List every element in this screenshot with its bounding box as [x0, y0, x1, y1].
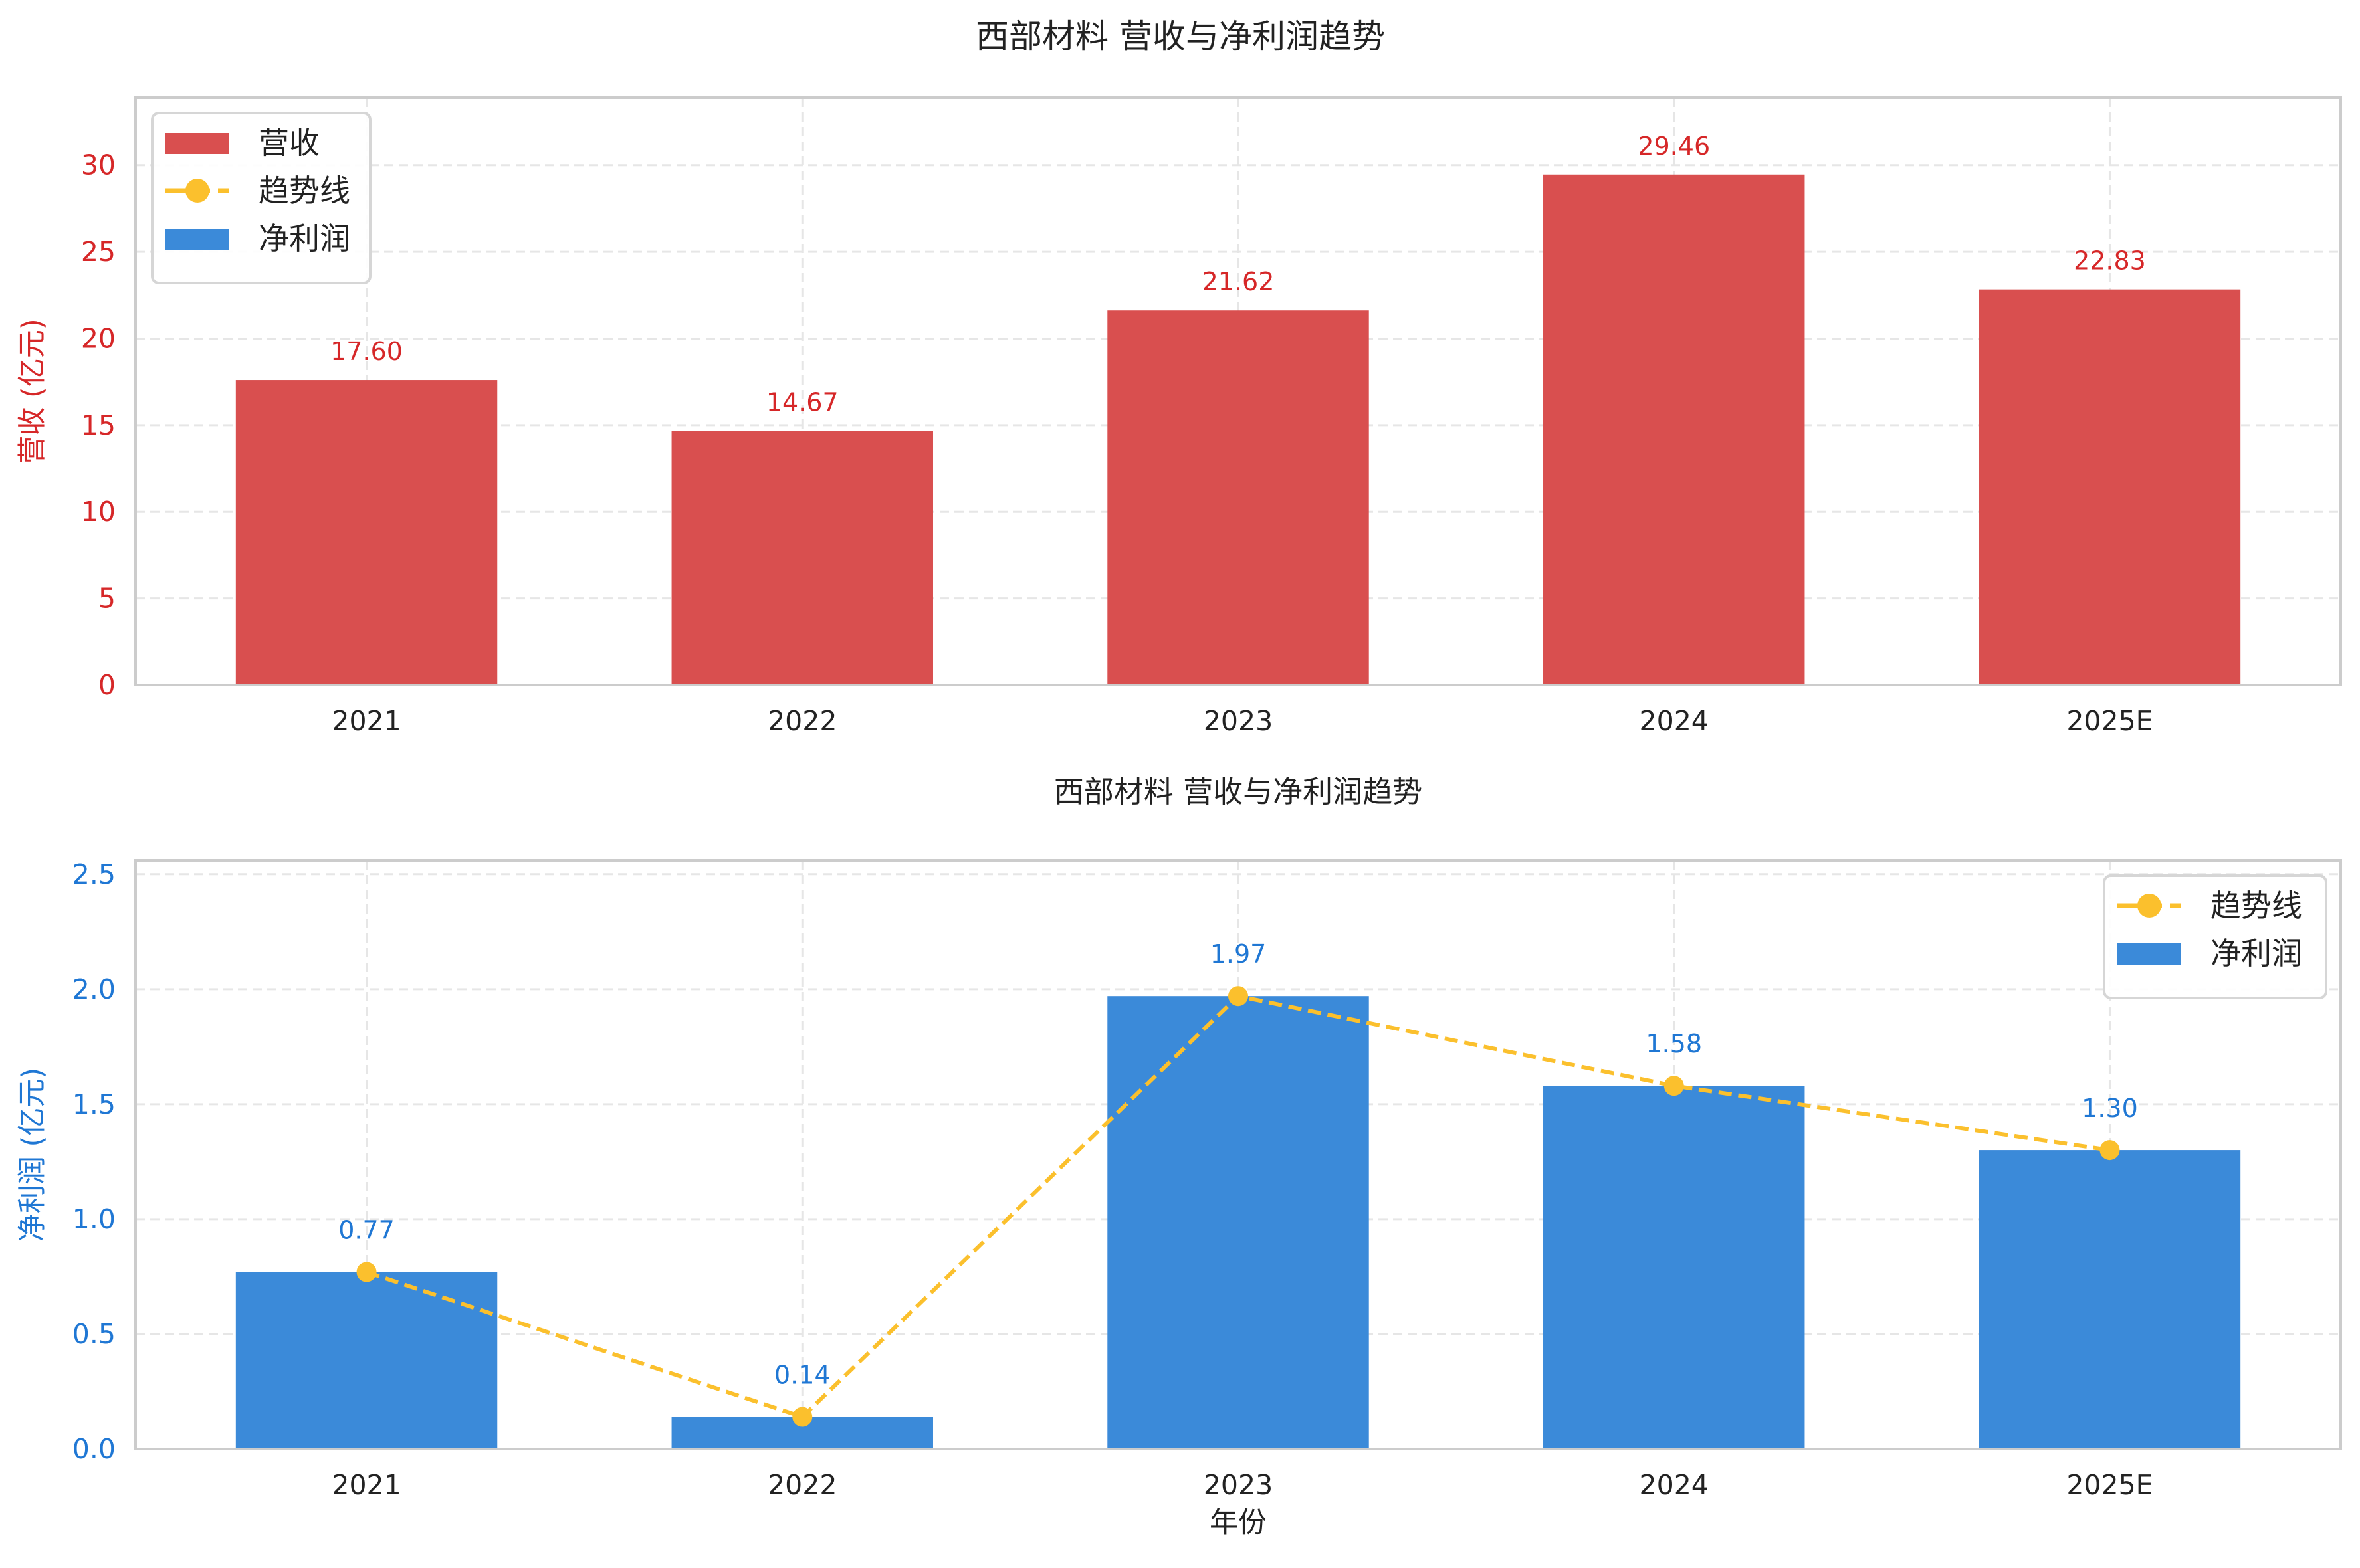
subplot-title: 西部材料 营收与净利润趋势 [1054, 774, 1422, 809]
legend-label: 净利润 [2210, 935, 2302, 971]
x-tick-label: 2023 [1204, 1469, 1273, 1501]
x-tick-label: 2024 [1640, 1469, 1709, 1501]
legend-swatch-marker [185, 179, 209, 203]
legend-label: 趋势线 [259, 173, 350, 209]
trend-point-2021 [356, 1262, 377, 1282]
bar-2024 [1543, 174, 1805, 685]
data-label: 22.83 [2074, 246, 2146, 276]
data-label: 14.67 [766, 387, 839, 417]
x-tick-label: 2023 [1204, 705, 1273, 737]
trend-point-2022 [792, 1407, 813, 1427]
bar-2024 [1543, 1086, 1805, 1449]
y-tick-label: 25 [81, 236, 116, 268]
trend-point-2025E [2099, 1140, 2120, 1161]
y-tick-label: 2.0 [72, 973, 116, 1005]
y-axis-label: 净利润 (亿元) [16, 1068, 49, 1242]
bar-2021 [235, 1272, 498, 1449]
legend-label: 营收 [259, 125, 320, 161]
bar-2025E [1979, 1150, 2241, 1449]
y-tick-label: 2.5 [72, 858, 116, 890]
data-label: 17.60 [330, 337, 403, 366]
x-tick-label: 2025E [2066, 1469, 2153, 1501]
bar-2023 [1107, 996, 1369, 1449]
y-tick-label: 5 [98, 583, 116, 615]
bar-2023 [1107, 310, 1369, 686]
y-tick-label: 0.5 [72, 1318, 116, 1350]
data-label: 0.77 [338, 1216, 395, 1245]
data-label: 21.62 [1202, 267, 1275, 296]
y-tick-label: 1.5 [72, 1088, 116, 1120]
revenue-chart: 17.60 14.67 21.62 29.46 22.83 0 5 10 15 20 25 30 202… [16, 96, 2342, 737]
bar-2022 [671, 431, 933, 685]
legend-label: 净利润 [259, 221, 350, 256]
bar-2021 [235, 380, 498, 685]
axes-frame [134, 96, 2342, 686]
y-tick-label: 15 [81, 409, 116, 441]
data-label: 1.58 [1646, 1029, 1702, 1058]
trend-point-2024 [1663, 1076, 1684, 1096]
axes-frame [134, 859, 2342, 1450]
figure-title: 西部材料 营收与净利润趋势 [976, 17, 1385, 56]
y-axis-label: 营收 (亿元) [16, 318, 49, 464]
y-tick-label: 20 [81, 322, 116, 354]
data-label: 29.46 [1638, 132, 1710, 161]
trend-point-2023 [1228, 986, 1248, 1007]
legend-label: 趋势线 [2210, 888, 2302, 924]
x-tick-label: 2022 [768, 1469, 837, 1501]
net-profit-chart: 0.77 0.14 1.97 1.58 1.30 0.0 0.5 1.0 1.5 2.0 2.5 20… [16, 774, 2342, 1539]
y-tick-label: 0.0 [72, 1433, 116, 1465]
y-tick-label: 1.0 [72, 1203, 116, 1235]
data-label: 1.30 [2082, 1094, 2138, 1123]
data-label: 1.97 [1210, 939, 1267, 969]
x-tick-label: 2024 [1640, 705, 1709, 737]
x-tick-label: 2021 [332, 705, 401, 737]
x-tick-label: 2025E [2066, 705, 2153, 737]
legend-swatch-bar [165, 229, 229, 250]
data-label: 0.14 [774, 1361, 831, 1390]
x-axis-label: 年份 [1210, 1506, 1267, 1539]
x-tick-label: 2021 [332, 1469, 401, 1501]
legend-swatch-bar [2117, 943, 2181, 965]
y-tick-label: 30 [81, 149, 116, 181]
legend-swatch-marker [2137, 894, 2161, 918]
y-tick-label: 10 [81, 496, 116, 528]
y-tick-label: 0 [98, 669, 116, 701]
bar-2025E [1979, 289, 2241, 685]
x-tick-label: 2022 [768, 705, 837, 737]
legend-swatch-bar [165, 133, 229, 154]
